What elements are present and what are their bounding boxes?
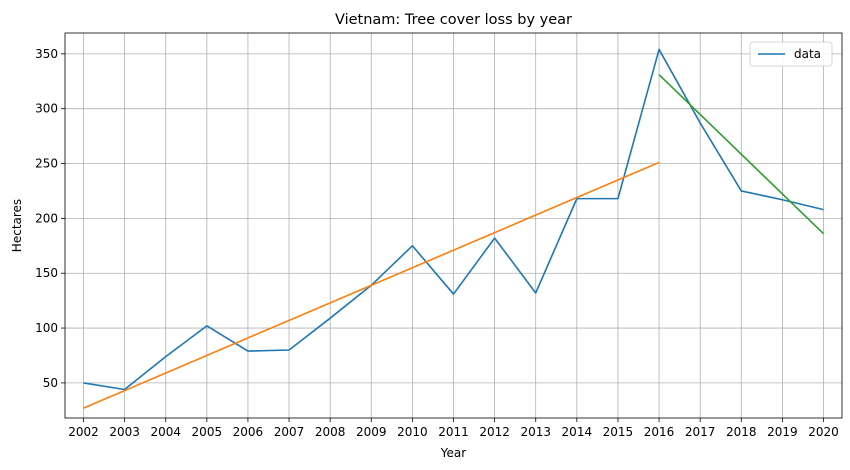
x-axis-label: Year [440,446,466,460]
y-tick-label: 250 [35,157,58,171]
y-tick-label: 100 [35,321,58,335]
grid [65,33,842,418]
series-line-1 [83,161,660,409]
y-axis: 50 100 150 200 250 300 350 [35,47,65,390]
x-tick-label: 2006 [233,425,264,439]
y-tick-label: 50 [43,376,58,390]
y-tick-label: 350 [35,47,58,61]
x-tick-label: 2007 [274,425,305,439]
y-axis-label: Hectares [10,199,24,252]
series-line-2 [658,74,825,235]
x-tick-label: 2002 [68,425,99,439]
legend: data [749,41,833,67]
y-tick-label: 150 [35,266,58,280]
series-line-0 [83,48,824,391]
x-tick-label: 2016 [644,425,675,439]
x-tick-label: 2017 [685,425,716,439]
x-axis: 2002 2003 2004 2005 2006 2007 2008 2009 2010 2011… [68,418,839,439]
x-tick-label: 2010 [397,425,428,439]
series-layer [83,48,825,409]
x-tick-label: 2011 [438,425,469,439]
x-tick-label: 2004 [150,425,181,439]
x-tick-label: 2009 [356,425,387,439]
x-tick-label: 2013 [520,425,551,439]
legend-box [749,41,833,67]
x-tick-label: 2015 [603,425,634,439]
y-tick-label: 200 [35,211,58,225]
x-tick-label: 2005 [192,425,223,439]
legend-entry: data [794,47,821,61]
x-tick-label: 2003 [109,425,140,439]
x-tick-label: 2008 [315,425,346,439]
x-tick-label: 2020 [808,425,839,439]
y-tick-label: 300 [35,102,58,116]
x-tick-label: 2014 [562,425,593,439]
x-tick-label: 2019 [767,425,798,439]
x-tick-label: 2018 [726,425,757,439]
x-tick-label: 2012 [479,425,510,439]
chart-title: Vietnam: Tree cover loss by year [335,12,572,28]
